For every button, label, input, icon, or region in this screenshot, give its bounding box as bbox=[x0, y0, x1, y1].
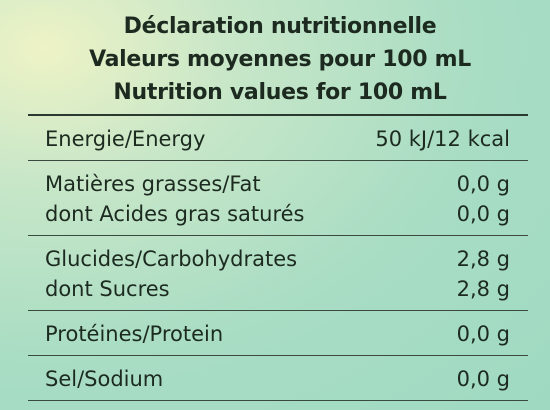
nutrient-label: Sel/Sodium bbox=[45, 367, 164, 391]
nutrient-value: 2,8 g bbox=[456, 247, 510, 271]
header-line: Nutrition values for 100 mL bbox=[113, 80, 447, 105]
table-group: Glucides/Carbohydrates 2,8 g dont Sucres 2,… bbox=[28, 236, 528, 311]
table-row: Matières grasses/Fat 0,0 g bbox=[28, 169, 528, 199]
nutrient-value: 50 kJ/12 kcal bbox=[375, 127, 510, 151]
table-row: Protéines/Protein 0,0 g bbox=[28, 319, 528, 349]
table-row: Energie/Energy 50 kJ/12 kcal bbox=[28, 124, 528, 154]
header: Déclaration nutritionnelle Valeurs moyen… bbox=[0, 10, 550, 109]
nutrient-value: 0,0 g bbox=[456, 322, 510, 346]
nutrient-label: dont Sucres bbox=[45, 277, 170, 301]
nutrient-label: Matières grasses/Fat bbox=[45, 172, 261, 196]
nutrient-label: Protéines/Protein bbox=[45, 322, 224, 346]
header-line: Valeurs moyennes pour 100 mL bbox=[89, 47, 471, 72]
nutrition-table: Energie/Energy 50 kJ/12 kcal Matières gras… bbox=[28, 116, 528, 401]
table-group: Sel/Sodium 0,0 g bbox=[28, 356, 528, 401]
table-row: dont Sucres 2,8 g bbox=[28, 274, 528, 304]
table-row: Glucides/Carbohydrates 2,8 g bbox=[28, 244, 528, 274]
table-group: Matières grasses/Fat 0,0 g dont Acides gra… bbox=[28, 161, 528, 236]
table-group: Protéines/Protein 0,0 g bbox=[28, 311, 528, 356]
nutrient-label: Glucides/Carbohydrates bbox=[45, 247, 298, 271]
nutrient-value: 0,0 g bbox=[456, 172, 510, 196]
table-row: dont Acides gras saturés 0,0 g bbox=[28, 199, 528, 229]
nutrient-value: 2,8 g bbox=[456, 277, 510, 301]
table-row: Sel/Sodium 0,0 g bbox=[28, 364, 528, 394]
nutrient-label: Energie/Energy bbox=[45, 127, 206, 151]
nutrient-value: 0,0 g bbox=[456, 367, 510, 391]
table-group: Energie/Energy 50 kJ/12 kcal bbox=[28, 116, 528, 161]
rule bbox=[28, 114, 528, 116]
nutrient-value: 0,0 g bbox=[456, 202, 510, 226]
nutrient-label: dont Acides gras saturés bbox=[45, 202, 305, 226]
header-line: Déclaration nutritionnelle bbox=[123, 14, 437, 39]
